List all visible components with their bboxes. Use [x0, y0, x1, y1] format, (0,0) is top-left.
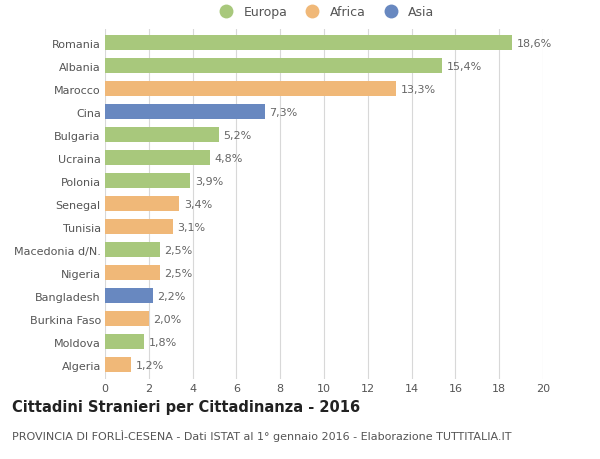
Bar	[105, 312, 149, 326]
Text: 3,9%: 3,9%	[195, 176, 223, 186]
Text: Cittadini Stranieri per Cittadinanza - 2016: Cittadini Stranieri per Cittadinanza - 2…	[12, 399, 360, 414]
Text: 2,5%: 2,5%	[164, 268, 193, 278]
Bar	[105, 174, 190, 189]
Bar	[105, 151, 210, 166]
Legend: Europa, Africa, Asia: Europa, Africa, Asia	[214, 6, 434, 19]
Bar	[105, 335, 145, 349]
Text: 18,6%: 18,6%	[517, 39, 552, 49]
Text: 1,8%: 1,8%	[149, 337, 177, 347]
Bar	[105, 197, 179, 212]
Bar	[105, 289, 153, 303]
Text: 7,3%: 7,3%	[269, 107, 298, 118]
Bar	[105, 358, 131, 372]
Text: 2,0%: 2,0%	[153, 314, 181, 324]
Text: 15,4%: 15,4%	[446, 62, 482, 72]
Bar	[105, 105, 265, 120]
Bar	[105, 59, 442, 74]
Text: 3,4%: 3,4%	[184, 199, 212, 209]
Text: 1,2%: 1,2%	[136, 360, 164, 370]
Bar	[105, 220, 173, 235]
Bar	[105, 82, 396, 97]
Bar	[105, 128, 219, 143]
Text: 5,2%: 5,2%	[223, 130, 251, 140]
Text: PROVINCIA DI FORLÌ-CESENA - Dati ISTAT al 1° gennaio 2016 - Elaborazione TUTTITA: PROVINCIA DI FORLÌ-CESENA - Dati ISTAT a…	[12, 429, 511, 441]
Text: 4,8%: 4,8%	[215, 153, 243, 163]
Bar	[105, 36, 512, 51]
Text: 2,5%: 2,5%	[164, 245, 193, 255]
Text: 13,3%: 13,3%	[401, 84, 436, 95]
Bar	[105, 243, 160, 257]
Text: 3,1%: 3,1%	[177, 222, 205, 232]
Bar	[105, 266, 160, 280]
Text: 2,2%: 2,2%	[158, 291, 186, 301]
